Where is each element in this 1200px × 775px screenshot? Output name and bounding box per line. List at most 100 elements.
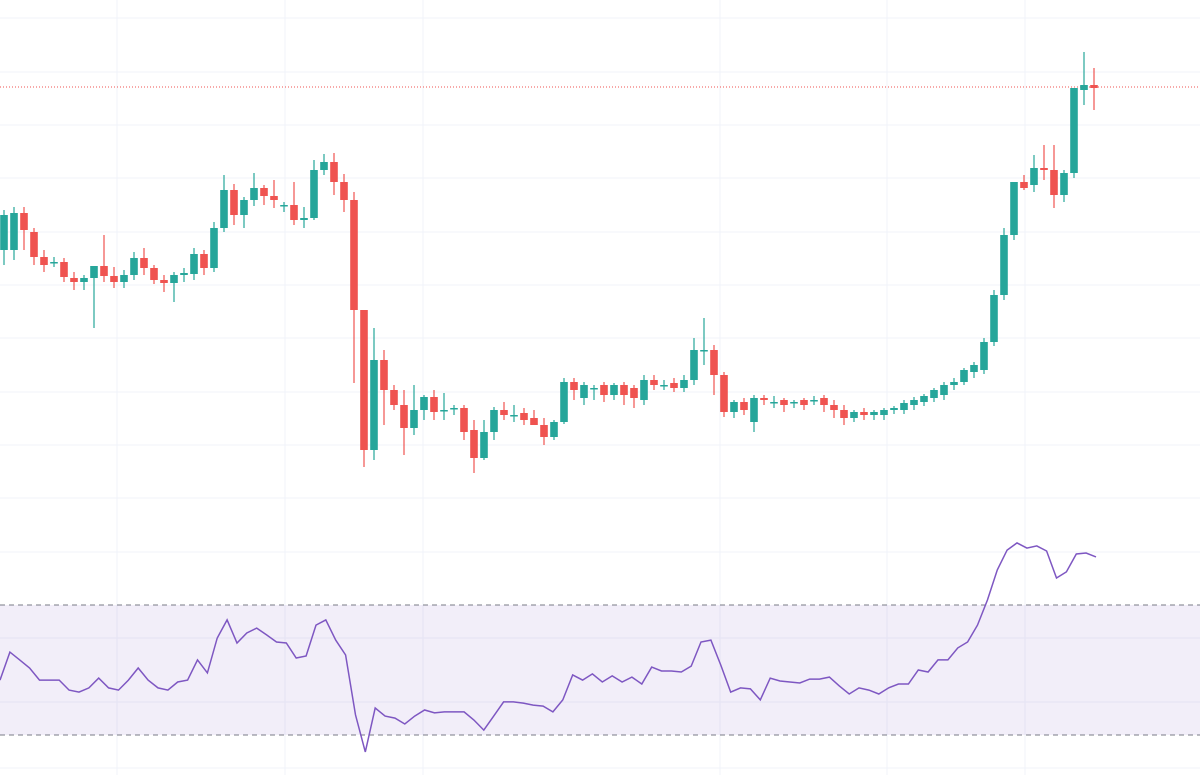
candle <box>100 235 108 282</box>
candle <box>700 318 708 365</box>
candle <box>820 395 828 412</box>
candle-body <box>200 254 208 268</box>
candle-body <box>550 422 558 437</box>
candle-body <box>760 398 768 400</box>
candle <box>0 210 8 265</box>
candle-body <box>1080 85 1088 90</box>
candle <box>570 378 578 400</box>
candle-body <box>520 413 528 420</box>
candle-body <box>280 205 288 207</box>
candle <box>900 400 908 414</box>
candle <box>680 375 688 392</box>
candle <box>590 385 598 400</box>
candle-body <box>860 412 868 415</box>
candle <box>560 378 568 424</box>
candle-body <box>1030 168 1038 185</box>
candle-body <box>740 402 748 410</box>
candle <box>750 395 758 432</box>
candle <box>440 393 448 420</box>
rsi-line <box>0 542 1097 753</box>
candle <box>980 338 988 374</box>
candle-body <box>410 410 418 428</box>
candle-body <box>690 350 698 380</box>
candle-body <box>610 385 618 395</box>
candle <box>720 372 728 417</box>
candle-body <box>20 213 28 230</box>
candle <box>970 362 978 378</box>
candle <box>810 396 818 405</box>
candle-body <box>360 310 368 450</box>
candle <box>260 185 268 205</box>
candle-body <box>380 360 388 390</box>
candle <box>300 207 308 228</box>
candle-body <box>870 412 878 415</box>
candle-body <box>970 365 978 372</box>
candle-body <box>0 215 8 250</box>
candle <box>600 382 608 402</box>
rsi-pane <box>0 542 1200 753</box>
candle <box>490 407 498 440</box>
candle-body <box>530 418 538 425</box>
candle-body <box>720 375 728 412</box>
candle <box>520 408 528 425</box>
candle-body <box>700 350 708 352</box>
candle-body <box>260 188 268 196</box>
candle <box>710 345 718 395</box>
candle <box>500 402 508 420</box>
candle-body <box>1010 182 1018 235</box>
candle-body <box>510 415 518 417</box>
candle <box>340 174 348 212</box>
candle <box>790 400 798 408</box>
candle <box>1050 145 1058 208</box>
candle-body <box>310 170 318 218</box>
candle <box>170 272 178 302</box>
candle-body <box>830 405 838 410</box>
candle-body <box>1090 85 1098 88</box>
candle <box>380 350 388 425</box>
candle <box>670 378 678 392</box>
candle <box>960 368 968 385</box>
candle <box>30 228 38 265</box>
candle-body <box>920 396 928 402</box>
candle <box>240 197 248 228</box>
candle <box>1000 228 1008 300</box>
candle <box>890 406 898 414</box>
candle-body <box>370 360 378 450</box>
candle-body <box>420 397 428 410</box>
candle <box>120 270 128 288</box>
candle-body <box>980 342 988 370</box>
candle <box>140 248 148 275</box>
candle-body <box>960 370 968 382</box>
candle <box>220 175 228 232</box>
candle <box>460 405 468 440</box>
candle-body <box>350 200 358 310</box>
candle-body <box>40 257 48 265</box>
candle <box>640 375 648 405</box>
candle <box>840 405 848 425</box>
candle <box>230 184 238 225</box>
candle <box>290 182 298 225</box>
candle <box>780 398 788 412</box>
candle-body <box>770 402 778 404</box>
candle-body <box>820 398 828 405</box>
candle-body <box>180 273 188 275</box>
candle-body <box>440 410 448 412</box>
candle-body <box>50 262 58 264</box>
candle-body <box>430 397 438 412</box>
candle-body <box>230 190 238 215</box>
candle <box>70 272 78 290</box>
candle-body <box>300 218 308 220</box>
candle-body <box>1060 173 1068 195</box>
candle <box>550 420 558 440</box>
candle <box>800 398 808 410</box>
candle <box>90 266 98 328</box>
candle <box>420 395 428 420</box>
candle-body <box>160 280 168 283</box>
candle-body <box>480 432 488 458</box>
candle <box>580 382 588 405</box>
candle <box>280 202 288 212</box>
candle-body <box>780 400 788 405</box>
candle-body <box>660 385 668 387</box>
candle <box>370 328 378 460</box>
